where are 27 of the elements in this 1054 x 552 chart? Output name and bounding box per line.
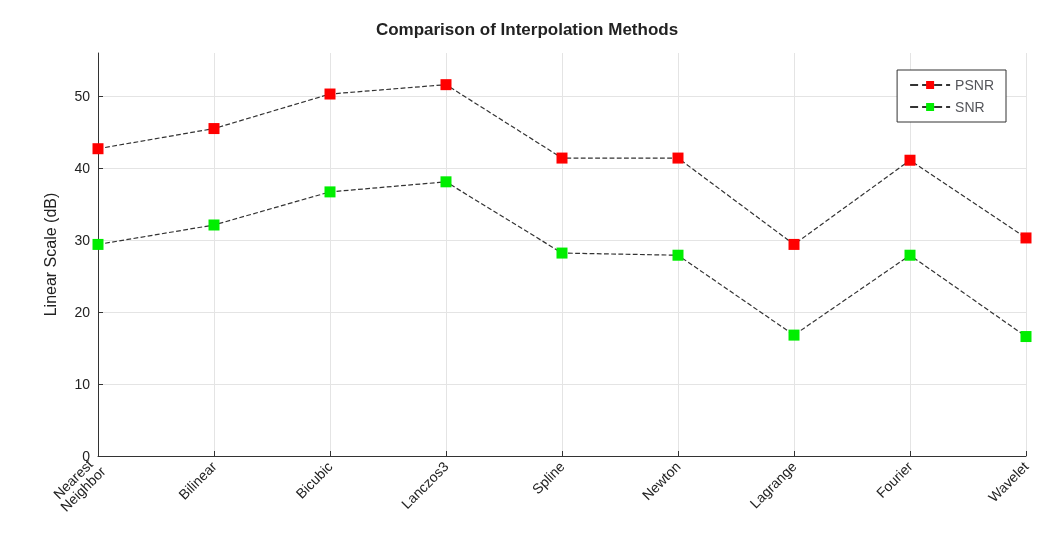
legend-label: PSNR [955,77,995,93]
point [324,88,336,100]
point [788,329,800,341]
point [440,79,452,91]
point [324,186,336,198]
point [788,238,800,250]
point [208,123,220,135]
point [1020,232,1032,244]
chart-title: Comparison of Interpolation Methods [375,20,679,39]
y-tick-label: 10 [74,376,91,393]
point [92,143,104,155]
legend-label: SNR [955,99,985,115]
point [904,249,916,261]
y-tick-label: 50 [74,88,91,105]
point [1020,331,1032,343]
y-axis-title: Linear Scale (dB) [41,192,59,317]
point [440,176,452,188]
point [672,152,684,164]
y-tick-label: 40 [74,160,91,177]
y-tick-label: 30 [74,232,91,249]
point [556,152,568,164]
point [672,249,684,261]
point [556,247,568,259]
point [904,154,916,166]
point [92,238,104,250]
y-tick-label: 20 [74,304,91,321]
point [208,219,220,231]
